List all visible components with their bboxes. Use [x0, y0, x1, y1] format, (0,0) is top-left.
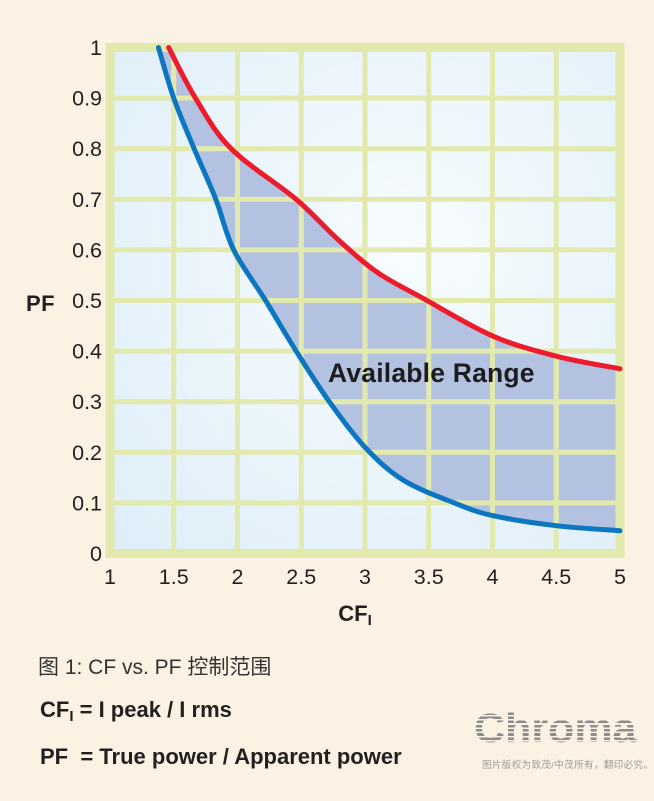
- y-tick-label: 0.9: [72, 87, 102, 111]
- chart-plot-area: 0 0.1 0.2 0.3 0.4 0.5 0.6 0.7 0.8 0.9 1 1 1.5 2 2.5 3 3.…: [72, 36, 626, 589]
- x-tick-label: 1: [104, 565, 116, 589]
- formula-pf-term: PF: [40, 744, 69, 769]
- chroma-logo: Chroma: [470, 706, 650, 756]
- y-axis-label: PF: [26, 291, 56, 316]
- formula-cf-definition: = I peak / I rms: [73, 697, 232, 722]
- x-tick-label: 4.5: [541, 565, 571, 589]
- x-tick-label: 2.5: [286, 565, 316, 589]
- y-tick-label: 0.8: [72, 137, 102, 161]
- lower-limit-curve: [155, 45, 623, 534]
- available-range-annotation: Available Range: [328, 358, 535, 388]
- y-tick-label: 0: [90, 542, 102, 566]
- y-tick-label: 0.4: [72, 340, 102, 364]
- formula-cf: CFI = I peak / I rms: [40, 697, 232, 725]
- upper-limit-curve: [166, 45, 623, 372]
- y-tick-label: 0.3: [72, 390, 102, 414]
- x-axis-label-subscript: I: [367, 612, 372, 629]
- y-tick-label: 0.7: [72, 188, 102, 212]
- figure-caption: 图 1: CF vs. PF 控制范围: [38, 656, 272, 679]
- formula-cf-term: CF: [40, 697, 70, 722]
- formula-pf: PF = True power / Apparent power: [40, 744, 402, 770]
- x-axis-label: CFI: [0, 601, 654, 629]
- x-axis-label-text: CF: [338, 601, 368, 626]
- y-tick-label: 0.2: [72, 441, 102, 465]
- x-tick-label: 4: [487, 565, 499, 589]
- x-tick-label: 2: [232, 565, 244, 589]
- x-tick-label: 1.5: [159, 565, 189, 589]
- plot-frame: [105, 43, 625, 558]
- formula-pf-definition: = True power / Apparent power: [68, 744, 402, 769]
- formula-cf-subscript: I: [69, 708, 74, 725]
- x-tick-label: 3.5: [414, 565, 444, 589]
- y-tick-label: 0.5: [72, 289, 102, 313]
- available-range-region: [158, 47, 620, 531]
- x-tick-label: 3: [359, 565, 371, 589]
- chroma-logo-text: Chroma: [474, 706, 637, 752]
- y-tick-label: 0.6: [72, 238, 102, 262]
- y-tick-label: 0.1: [72, 491, 102, 515]
- y-tick-label: 1: [90, 36, 102, 60]
- copyright-disclaimer: 图片版权为致茂/中茂所有，翻印必究。: [482, 760, 654, 771]
- x-tick-label: 5: [614, 565, 626, 589]
